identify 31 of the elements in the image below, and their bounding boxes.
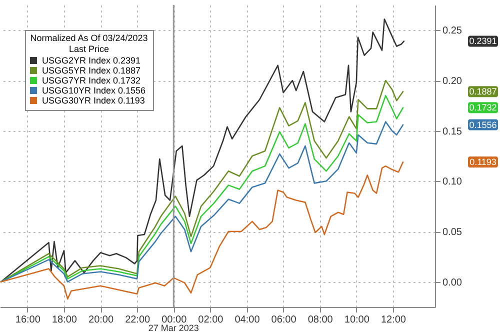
y-tick-label: 0.05: [442, 227, 462, 238]
legend-label: USGG30YR Index 0.1193: [42, 96, 145, 106]
x-tick-label: 18:00: [52, 314, 78, 326]
legend-label: USGG2YR Index 0.2391: [42, 56, 141, 66]
y-tick-label: 0.10: [442, 176, 462, 188]
text: 0.1556: [469, 120, 497, 130]
x-tick-label: 08:00: [308, 314, 334, 326]
y-tick-label: 0.00: [442, 277, 462, 288]
x-tick-label: 10:00: [344, 314, 370, 326]
x-tick-label: 22:00: [125, 314, 151, 326]
legend-label: USGG5YR Index 0.1887: [42, 66, 141, 76]
text: 0.1732: [469, 102, 497, 113]
x-tick-label: 06:00: [271, 314, 297, 326]
text: 0.2391: [469, 36, 497, 46]
x-tick-label: 04:00: [234, 314, 260, 326]
legend-label: USGG10YR Index 0.1556: [42, 86, 146, 96]
x-tick-label: 16:00: [15, 314, 41, 326]
x-tick-label: 20:00: [88, 314, 114, 326]
x-tick-label: 02:00: [198, 314, 224, 326]
legend-label: USGG7YR Index 0.1732: [42, 76, 141, 86]
ref-line-label: 27 Mar 2023: [148, 323, 199, 333]
line-series: [0, 18, 405, 282]
y-tick-label: 0.25: [442, 26, 462, 37]
x-tick-label: 00:00: [162, 314, 188, 326]
y-tick-label: 0.15: [442, 126, 462, 138]
text: 0.1887: [469, 86, 497, 97]
y-tick-label: 0.20: [442, 76, 462, 87]
x-tick-label: 12:00: [380, 314, 406, 326]
text: 0.1193: [470, 157, 496, 168]
legend-title: Normalized As Of 03/24/2023 Last Price: [30, 33, 148, 54]
line-series: [0, 161, 404, 300]
